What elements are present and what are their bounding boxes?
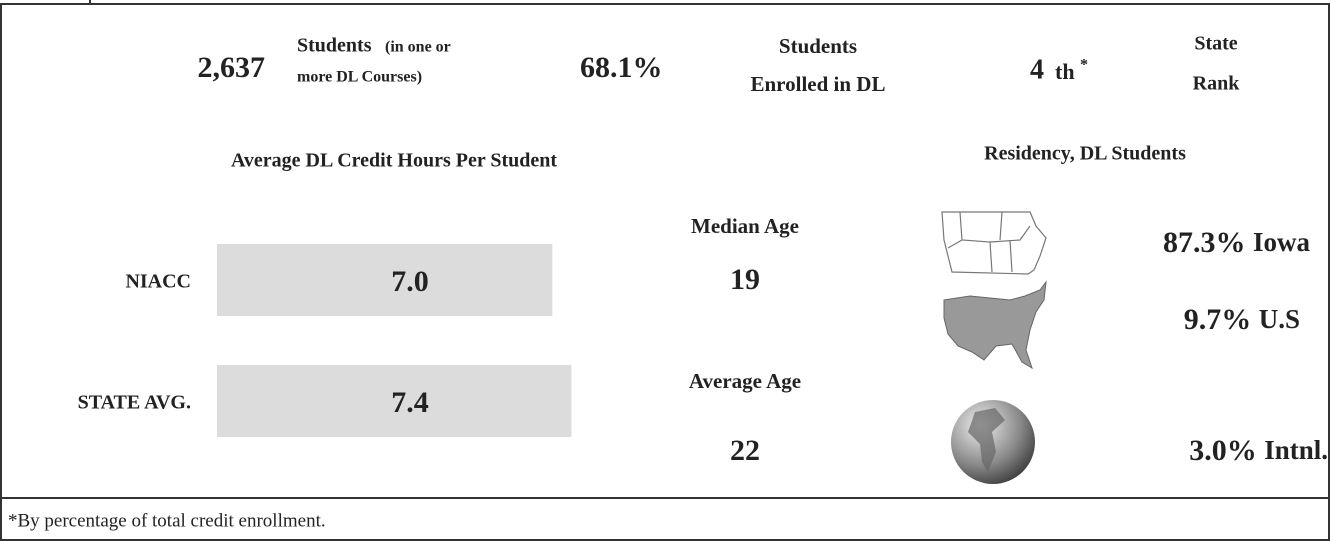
enrolled-label: Enrolled in DL <box>751 72 886 96</box>
students-note: more DL Courses) <box>297 69 422 86</box>
bar-group: NIACC 7.0 STATE AVG. 7.4 <box>78 244 572 437</box>
students-count: 2,637 <box>198 51 266 84</box>
bar-label: NIACC <box>125 271 191 293</box>
rank-label: Rank <box>1193 73 1241 95</box>
bar <box>217 244 553 316</box>
credit-title: Average DL Credit Hours Per Student <box>231 150 557 172</box>
residency-item: 9.7% U.S <box>1184 303 1300 336</box>
residency-place: Intnl. <box>1264 435 1328 465</box>
rank-suffix: th <box>1055 59 1075 84</box>
residency-item: 3.0% Intnl. <box>1189 434 1328 467</box>
age-label: Median Age <box>691 214 799 238</box>
residency-percent: 3.0% <box>1189 434 1257 467</box>
globe-land <box>968 408 1005 472</box>
bar <box>217 365 572 437</box>
us-icon <box>943 280 1047 370</box>
residency-title: Residency, DL Students <box>984 143 1186 165</box>
footnote: *By percentage of total credit enrollmen… <box>8 510 326 531</box>
residency-item: 87.3% Iowa <box>1163 226 1311 259</box>
rank-label: State <box>1194 33 1237 55</box>
students-note: (in one or <box>385 39 451 56</box>
bar-value: 7.4 <box>391 386 429 419</box>
age-value: 22 <box>730 434 760 467</box>
enrolled-label: Students <box>779 34 857 58</box>
rank: 4 <box>1030 54 1044 85</box>
rank-mark: * <box>1080 57 1088 74</box>
age-value: 19 <box>730 263 760 296</box>
residency-place: Iowa <box>1253 227 1311 257</box>
enrolled-percent: 68.1% <box>580 51 663 84</box>
iowa-icon <box>941 211 1047 275</box>
residency-percent: 9.7% <box>1184 303 1252 336</box>
bar-value: 7.0 <box>391 265 429 298</box>
age-label: Average Age <box>689 369 801 393</box>
bar-label: STATE AVG. <box>78 392 191 414</box>
residency-percent: 87.3% <box>1163 226 1246 259</box>
students-label: Students <box>297 35 372 57</box>
frame <box>0 3 1330 541</box>
residency-place: U.S <box>1259 304 1300 334</box>
